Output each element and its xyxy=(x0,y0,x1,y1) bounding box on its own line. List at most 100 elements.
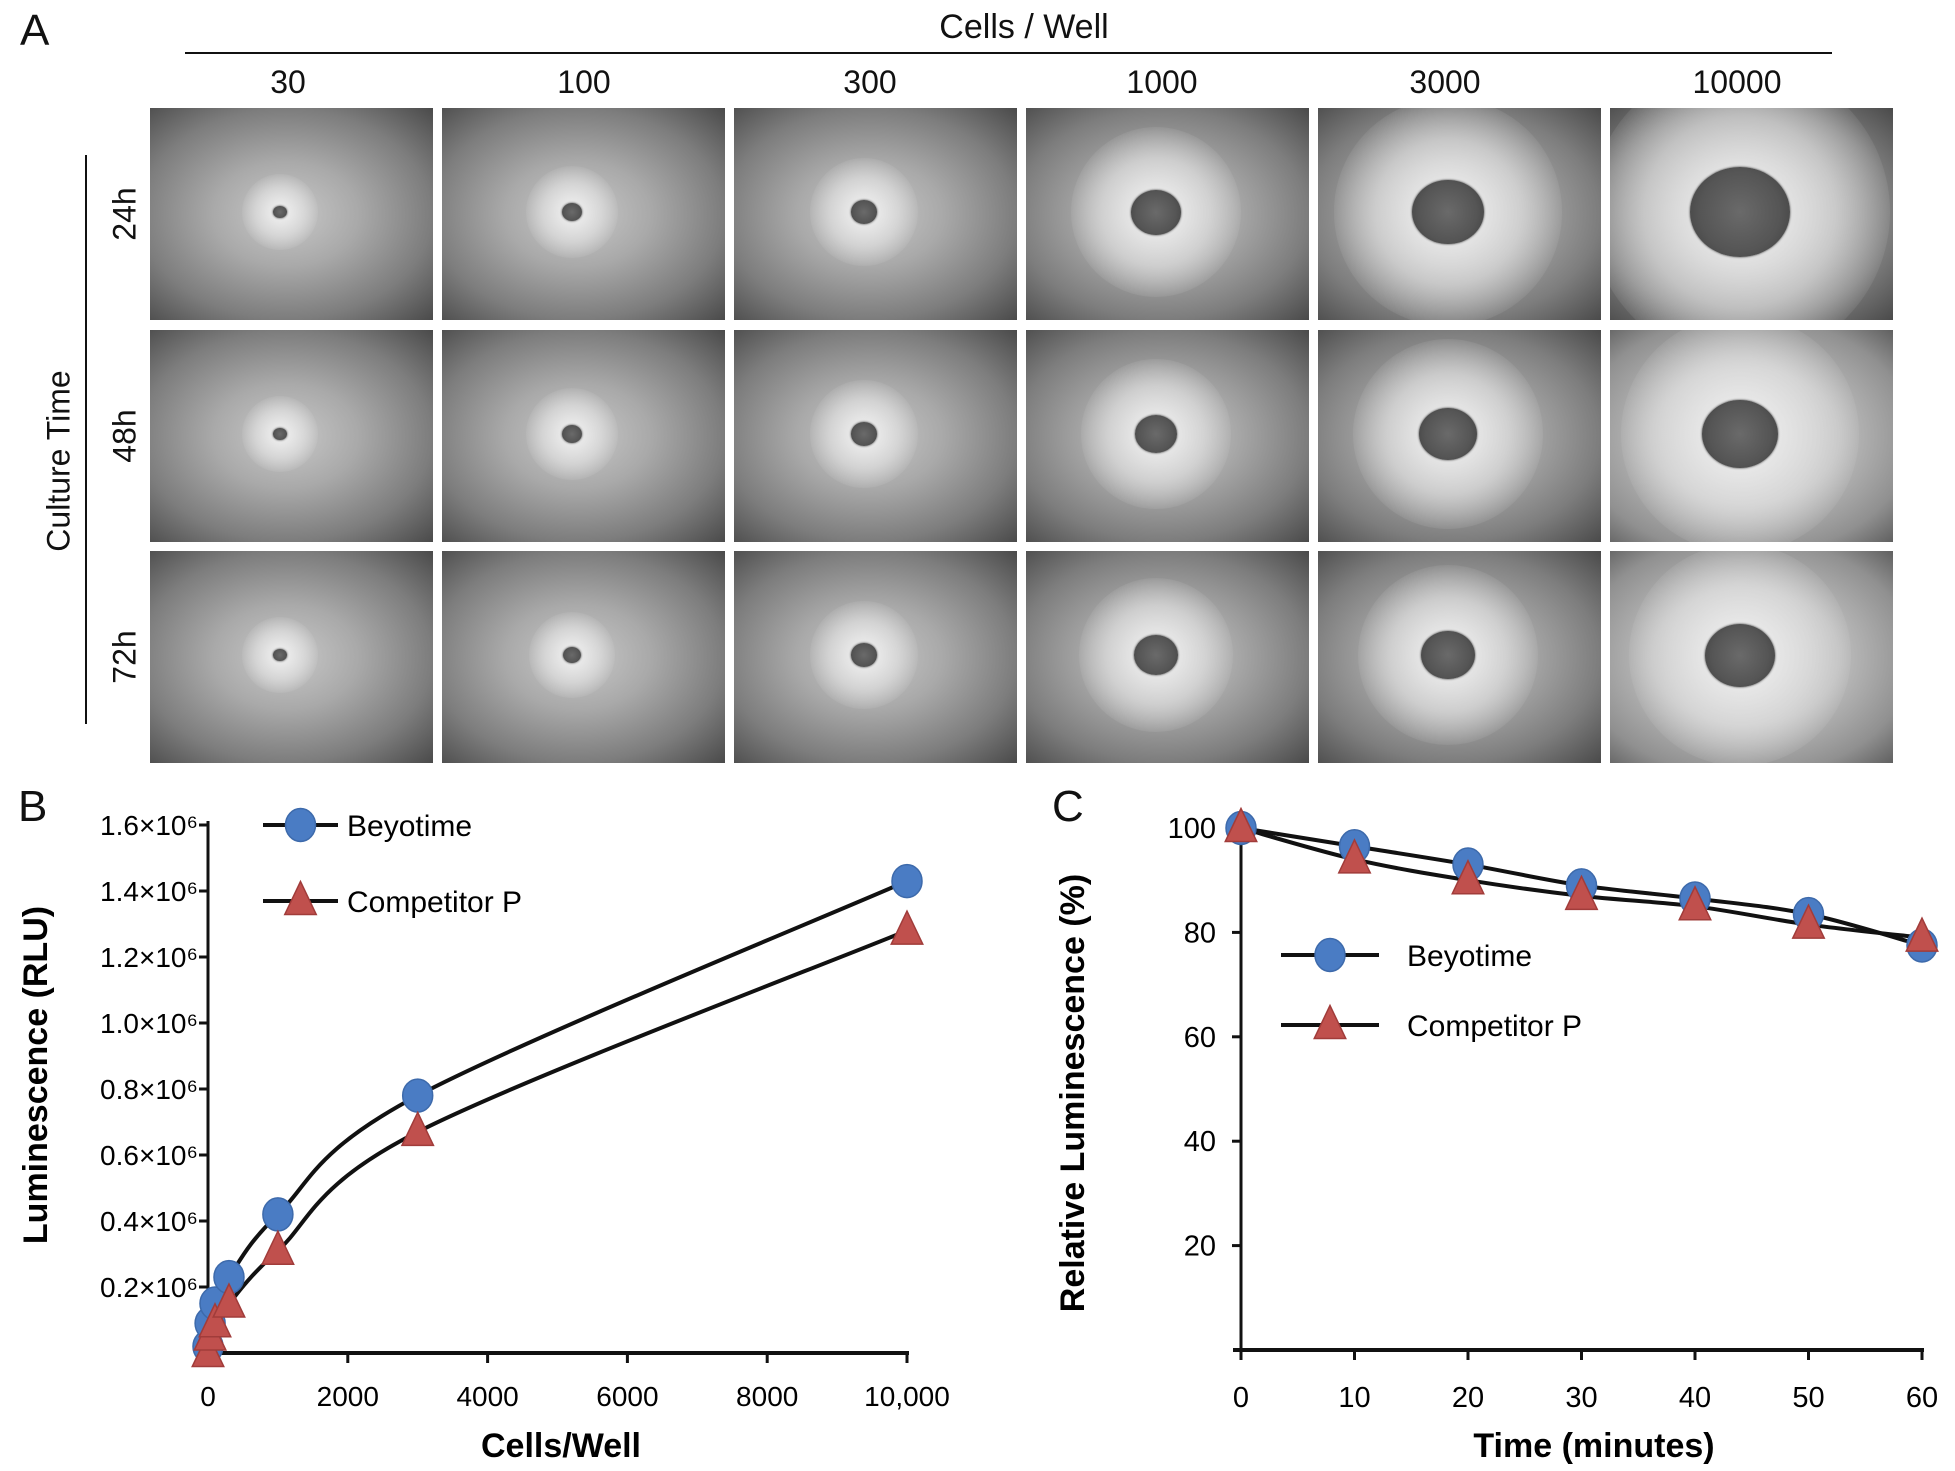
spheroid xyxy=(562,425,582,443)
micrograph-tile xyxy=(734,551,1017,763)
x-tick-label: 0 xyxy=(1233,1382,1249,1414)
spheroid xyxy=(1421,630,1475,680)
legend-circle-icon xyxy=(284,807,317,843)
legend-circle-icon xyxy=(1314,937,1346,973)
data-point-triangle xyxy=(400,1110,435,1147)
column-label: 10000 xyxy=(1692,64,1782,100)
spheroid xyxy=(1705,623,1775,687)
legend-label: Competitor P xyxy=(347,886,522,919)
spheroid xyxy=(273,648,287,662)
spheroid xyxy=(1412,179,1484,245)
column-label: 30 xyxy=(270,64,306,100)
data-point-circle xyxy=(401,1078,434,1113)
y-tick-label: 80 xyxy=(1184,917,1216,949)
y-tick-label: 0.2×10⁶ xyxy=(100,1272,198,1303)
data-point-triangle xyxy=(1224,806,1258,843)
micrograph-tile xyxy=(150,551,433,763)
column-header-rule xyxy=(185,52,1832,54)
micrograph-tile xyxy=(1318,551,1601,763)
spheroid xyxy=(273,427,287,441)
micrograph-tile xyxy=(1318,330,1601,542)
spheroid xyxy=(1135,415,1177,453)
data-point-triangle xyxy=(1678,885,1712,921)
column-header: Cells / Well xyxy=(939,8,1109,46)
micrograph-tile xyxy=(1610,551,1893,763)
micrograph-tile xyxy=(1026,551,1309,763)
row-header-rule xyxy=(85,155,87,724)
legend-triangle-icon xyxy=(283,879,318,916)
y-tick-label: 1.0×10⁶ xyxy=(100,1008,198,1039)
y-tick-label: 60 xyxy=(1184,1022,1216,1054)
data-point-triangle xyxy=(198,1302,232,1338)
x-axis-title: Time (minutes) xyxy=(1473,1427,1714,1465)
legend-label: Beyotime xyxy=(1407,940,1532,973)
series-line-competitor-p xyxy=(206,928,908,1354)
data-point-triangle xyxy=(1337,838,1372,874)
spheroid xyxy=(851,422,877,446)
micrograph-tile xyxy=(442,108,725,320)
y-tick-label: 0.4×10⁶ xyxy=(100,1206,198,1237)
spheroid xyxy=(563,646,581,664)
x-tick-label: 10 xyxy=(1338,1382,1370,1414)
y-tick-label: 0.8×10⁶ xyxy=(100,1074,198,1105)
x-tick-label: 10,000 xyxy=(864,1381,950,1412)
x-tick-label: 8000 xyxy=(736,1381,798,1412)
x-tick-label: 4000 xyxy=(456,1381,518,1412)
x-axis-title: Cells/Well xyxy=(481,1427,641,1465)
spheroid xyxy=(1131,189,1181,235)
data-point-triangle xyxy=(1564,874,1599,911)
y-tick-label: 40 xyxy=(1184,1126,1216,1158)
micrograph-tile xyxy=(1026,108,1309,320)
data-point-triangle xyxy=(1905,916,1939,952)
y-tick-label: 0.6×10⁶ xyxy=(100,1140,198,1171)
micrograph-tile xyxy=(734,330,1017,542)
spheroid xyxy=(851,643,877,667)
legend-triangle-icon xyxy=(1313,1003,1347,1040)
spheroid xyxy=(1690,167,1790,257)
chart-B: 0 2000 4000 6000 8000 10,000 0.2×10⁶ 0.4×10⁶ 0.6… xyxy=(17,810,950,1465)
x-tick-label: 20 xyxy=(1452,1382,1484,1414)
micrograph-tile xyxy=(150,330,433,542)
micrograph-tile xyxy=(150,108,433,320)
x-tick-label: 6000 xyxy=(596,1381,658,1412)
micrograph-tile xyxy=(734,108,1017,320)
spheroid xyxy=(562,203,582,221)
data-point-triangle xyxy=(1791,903,1826,939)
column-label: 300 xyxy=(843,64,897,100)
spheroid xyxy=(851,200,877,224)
x-tick-label: 40 xyxy=(1679,1382,1711,1414)
data-point-triangle xyxy=(890,909,924,945)
y-tick-label: 100 xyxy=(1168,813,1216,845)
column-label: 3000 xyxy=(1409,64,1481,100)
data-point-triangle xyxy=(1451,858,1485,895)
column-label: 100 xyxy=(557,64,611,100)
x-tick-label: 30 xyxy=(1565,1382,1597,1414)
chart-C: 0 10 20 30 40 50 60 20 40 60 80 100 Relative Lumines… xyxy=(1054,813,1938,1465)
spheroid xyxy=(1419,407,1477,461)
series-line-beyotime xyxy=(206,879,908,1347)
legend-label: Competitor P xyxy=(1407,1010,1582,1043)
spheroid xyxy=(1702,399,1778,469)
micrograph-tile xyxy=(1610,330,1893,542)
spheroid xyxy=(1134,635,1178,675)
panel-c-letter: C xyxy=(1052,782,1084,831)
legend-label: Beyotime xyxy=(347,810,472,843)
panel-a-letter: A xyxy=(20,6,50,55)
x-tick-label: 0 xyxy=(200,1381,216,1412)
y-tick-label: 20 xyxy=(1184,1231,1216,1263)
micrograph-tile xyxy=(442,551,725,763)
micrograph-tile xyxy=(1610,108,1893,320)
data-point-circle xyxy=(891,863,923,899)
y-tick-label: 1.4×10⁶ xyxy=(100,876,198,907)
x-tick-label: 2000 xyxy=(317,1381,379,1412)
x-tick-label: 50 xyxy=(1792,1382,1824,1414)
micrograph-tile xyxy=(442,330,725,542)
y-axis-title: Luminescence (RLU) xyxy=(17,906,55,1244)
y-axis-title: Relative Luminescence (%) xyxy=(1054,874,1092,1312)
y-tick-label: 1.6×10⁶ xyxy=(100,810,198,841)
data-point-triangle xyxy=(260,1229,295,1265)
x-tick-label: 60 xyxy=(1906,1382,1938,1414)
micrograph-tile xyxy=(1318,108,1601,320)
data-point-triangle xyxy=(212,1282,246,1318)
